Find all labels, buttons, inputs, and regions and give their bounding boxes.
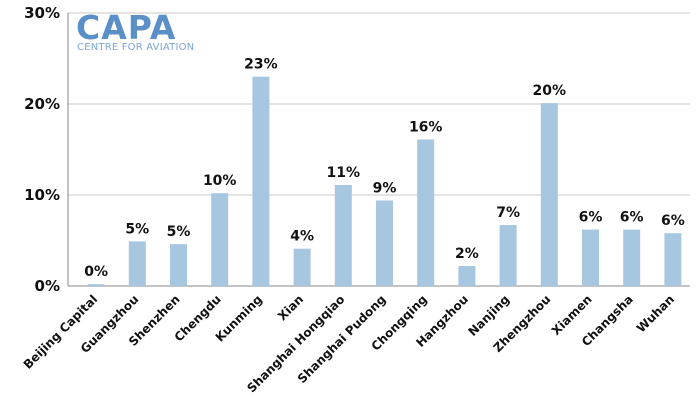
data-label: 2% <box>455 246 479 262</box>
bar <box>664 233 682 286</box>
data-label: 6% <box>661 213 685 229</box>
bar <box>623 229 641 286</box>
data-label: 9% <box>373 180 397 196</box>
data-label: 0% <box>84 264 108 280</box>
data-label: 16% <box>409 119 443 135</box>
y-tick-label: 30% <box>24 4 60 22</box>
logo-wordmark: CAPA <box>76 8 177 47</box>
bar <box>293 248 311 286</box>
logo-tagline: CENTRE FOR AVIATION <box>77 42 195 53</box>
y-tick-label: 10% <box>24 186 60 204</box>
bar <box>376 200 393 286</box>
x-tick-label: Xian <box>275 292 306 323</box>
data-label: 7% <box>496 205 520 221</box>
bar <box>499 225 517 286</box>
data-label: 5% <box>167 224 191 240</box>
data-label: 6% <box>620 210 644 226</box>
bar <box>252 76 270 286</box>
bar <box>417 139 435 286</box>
data-label: 6% <box>579 210 603 226</box>
bar <box>582 229 599 286</box>
bar <box>87 284 105 286</box>
bar <box>211 193 229 286</box>
data-label: 23% <box>244 57 278 73</box>
x-tick-label: Beijing Capital <box>21 292 101 372</box>
bar <box>128 241 146 286</box>
data-label: 20% <box>533 83 567 99</box>
y-tick-label: 20% <box>24 95 60 113</box>
data-label: 10% <box>203 173 237 189</box>
data-label: 5% <box>125 221 149 237</box>
data-label: 4% <box>290 229 314 245</box>
x-tick-label: Wuhan <box>634 292 677 335</box>
capa-logo: CAPA CENTRE FOR AVIATION <box>76 8 196 54</box>
data-label: 11% <box>327 165 361 181</box>
bar <box>334 184 352 286</box>
bar <box>540 103 558 286</box>
bar <box>170 244 187 286</box>
y-tick-label: 0% <box>35 277 60 295</box>
bar <box>458 265 476 286</box>
